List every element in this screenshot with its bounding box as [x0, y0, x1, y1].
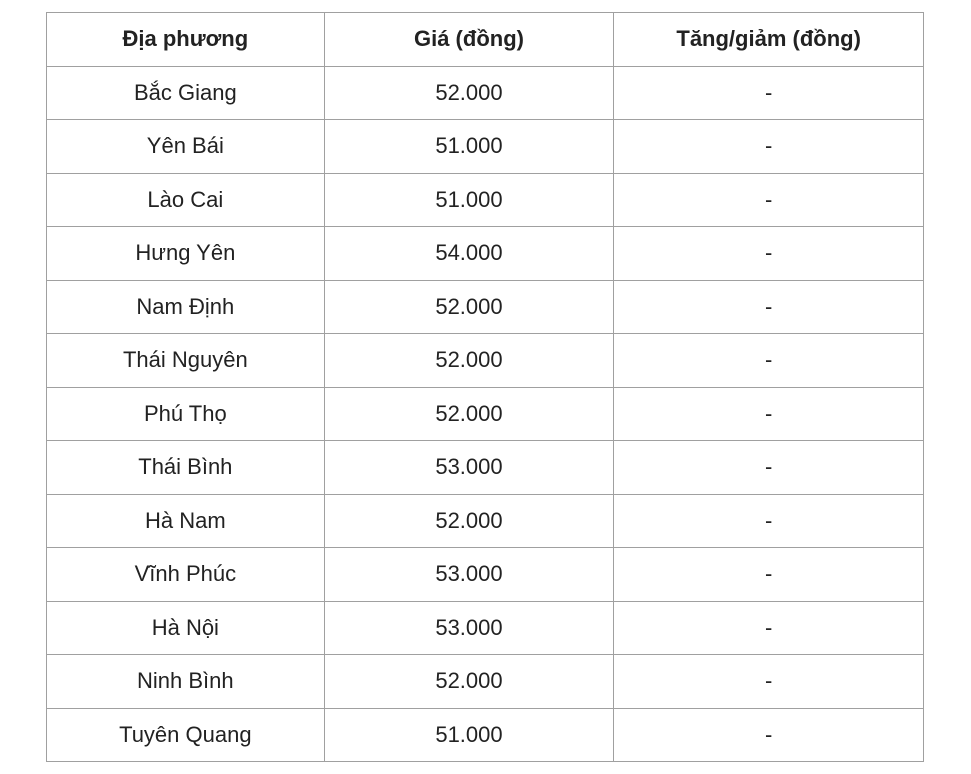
table-row: Ninh Bình 52.000-	[46, 654, 924, 709]
table-row: Tuyên Quang 51.000-	[46, 707, 924, 762]
cell-price: 51.000	[323, 172, 615, 227]
price-table: Địa phương Giá (đồng) Tăng/giảm (đồng) B…	[46, 12, 924, 762]
table-row: Thái Nguyên 52.000-	[46, 333, 924, 388]
table-row: Phú Thọ 52.000-	[46, 386, 924, 441]
header-price: Giá (đồng)	[323, 12, 615, 67]
cell-price: 53.000	[323, 600, 615, 655]
cell-location: Thái Nguyên	[46, 333, 325, 388]
cell-price: 51.000	[323, 119, 615, 174]
cell-change: -	[613, 65, 924, 120]
cell-price: 52.000	[323, 493, 615, 548]
cell-price: 52.000	[323, 65, 615, 120]
cell-change: -	[613, 654, 924, 709]
cell-change: -	[613, 226, 924, 281]
cell-change: -	[613, 493, 924, 548]
cell-price: 52.000	[323, 654, 615, 709]
cell-location: Lào Cai	[46, 172, 325, 227]
cell-change: -	[613, 172, 924, 227]
cell-change: -	[613, 119, 924, 174]
cell-location: Nam Định	[46, 279, 325, 334]
table-row: Yên Bái 51.000-	[46, 119, 924, 174]
table-row: Hà Nội 53.000-	[46, 600, 924, 655]
cell-change: -	[613, 600, 924, 655]
cell-location: Phú Thọ	[46, 386, 325, 441]
cell-location: Hưng Yên	[46, 226, 325, 281]
cell-location: Hà Nam	[46, 493, 325, 548]
table-row: Hưng Yên 54.000-	[46, 226, 924, 281]
cell-location: Ninh Bình	[46, 654, 325, 709]
cell-location: Vĩnh Phúc	[46, 547, 325, 602]
cell-location: Tuyên Quang	[46, 707, 325, 762]
table-row: Vĩnh Phúc 53.000-	[46, 547, 924, 602]
header-location: Địa phương	[46, 12, 325, 67]
table-row: Nam Định 52.000-	[46, 279, 924, 334]
cell-price: 53.000	[323, 547, 615, 602]
cell-change: -	[613, 333, 924, 388]
cell-change: -	[613, 547, 924, 602]
cell-change: -	[613, 440, 924, 495]
table-row: Hà Nam 52.000-	[46, 493, 924, 548]
header-change: Tăng/giảm (đồng)	[613, 12, 924, 67]
table-row: Thái Bình 53.000-	[46, 440, 924, 495]
cell-change: -	[613, 386, 924, 441]
cell-price: 52.000	[323, 333, 615, 388]
cell-change: -	[613, 279, 924, 334]
header-row: Địa phương Giá (đồng) Tăng/giảm (đồng)	[46, 12, 924, 67]
cell-price: 52.000	[323, 386, 615, 441]
cell-change: -	[613, 707, 924, 762]
cell-location: Hà Nội	[46, 600, 325, 655]
cell-location: Yên Bái	[46, 119, 325, 174]
cell-location: Bắc Giang	[46, 65, 325, 120]
table-row: Bắc Giang 52.000-	[46, 65, 924, 120]
table-row: Lào Cai 51.000-	[46, 172, 924, 227]
cell-location: Thái Bình	[46, 440, 325, 495]
cell-price: 54.000	[323, 226, 615, 281]
cell-price: 51.000	[323, 707, 615, 762]
cell-price: 53.000	[323, 440, 615, 495]
cell-price: 52.000	[323, 279, 615, 334]
